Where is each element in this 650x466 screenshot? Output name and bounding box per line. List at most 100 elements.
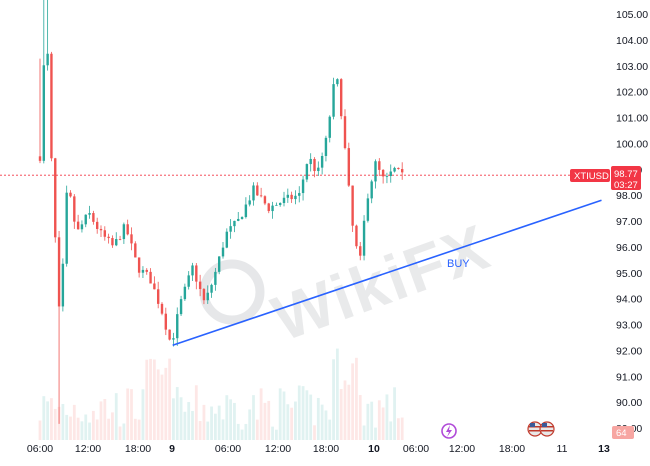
candle-body	[317, 167, 320, 172]
candle-body	[324, 137, 328, 156]
candle-body	[88, 213, 91, 215]
candle-body	[183, 286, 187, 300]
volume-bar	[263, 402, 267, 440]
us-flag-event-icon[interactable]	[527, 421, 543, 437]
volume-bar	[69, 416, 72, 440]
countdown-label: 03:27	[614, 180, 638, 191]
us-flag-event-icon-2[interactable]	[539, 421, 555, 437]
volume-bar	[385, 394, 389, 440]
lightning-event-icon[interactable]	[441, 423, 457, 439]
volume-bar	[282, 391, 286, 440]
candle-body	[244, 204, 248, 218]
price-tick-label: 91.00	[616, 371, 642, 383]
candle-body	[233, 220, 236, 227]
candle-body	[99, 228, 103, 231]
price-tick-label: 92.00	[616, 345, 642, 357]
candle-body	[225, 231, 229, 248]
volume-bar	[206, 421, 210, 440]
volume-bar	[271, 426, 274, 440]
volume-bar	[374, 427, 377, 440]
price-badge	[611, 166, 641, 190]
price-tick-label: 95.00	[616, 268, 642, 280]
volume-bar	[198, 421, 202, 440]
candle-body	[305, 164, 309, 180]
candle-body	[145, 269, 148, 272]
volume-bar	[225, 395, 229, 440]
candle-body	[320, 155, 324, 168]
candle-body	[378, 161, 381, 170]
volume-bar	[244, 423, 248, 440]
time-tick-label: 18:00	[125, 443, 151, 455]
candle-body	[130, 234, 133, 244]
candle-body	[164, 313, 168, 330]
time-tick-label: 06:00	[27, 443, 53, 455]
volume-bar	[107, 418, 111, 440]
candle-body	[282, 197, 286, 204]
candle-body	[309, 158, 312, 165]
candle-body	[263, 196, 267, 204]
candle-body	[290, 194, 293, 200]
time-tick-label: 11	[557, 443, 568, 455]
candle-body	[73, 196, 76, 222]
candle-body	[328, 116, 331, 138]
volume-bar	[42, 396, 46, 440]
candle-body	[172, 338, 175, 340]
candle-body	[42, 65, 46, 161]
time-tick-label: 18:00	[313, 443, 339, 455]
watermark-logo: WikiFX	[199, 210, 499, 355]
candle-body	[248, 200, 251, 205]
candle-body	[195, 265, 198, 282]
price-tick-label: 103.00	[616, 61, 648, 73]
volume-scale-badge: 64	[612, 426, 634, 439]
candle-body	[156, 289, 160, 304]
candle-body	[50, 53, 53, 159]
volume-bar	[362, 425, 366, 440]
volume-bar	[91, 410, 95, 440]
candle-body	[115, 239, 118, 246]
candle-body	[278, 203, 282, 205]
candle-body	[206, 292, 209, 301]
price-tick-label: 97.00	[616, 216, 642, 228]
candle-body	[111, 238, 114, 246]
volume-bar	[164, 367, 168, 440]
volume-bar	[65, 414, 69, 440]
volume-bar	[294, 401, 297, 440]
time-tick-label: 12:00	[265, 443, 291, 455]
volume-bar	[328, 419, 332, 440]
volume-bar	[252, 395, 255, 440]
volume-bar	[217, 405, 221, 440]
candle-body	[400, 169, 404, 173]
volume-bar	[400, 417, 404, 440]
candle-body	[217, 256, 221, 272]
candle-body	[95, 221, 99, 229]
volume-bar	[187, 402, 191, 440]
candle-body	[107, 236, 110, 239]
time-tick-label: 9	[169, 443, 175, 455]
time-tick-label: 13	[598, 443, 610, 455]
candle-body	[191, 265, 194, 276]
candle-body	[385, 176, 389, 177]
volume-bar	[316, 397, 320, 440]
volume-bar	[339, 389, 343, 440]
candle-body	[252, 185, 255, 201]
candle-body	[153, 283, 156, 290]
volume-bar	[320, 404, 324, 440]
trend-line[interactable]	[172, 199, 602, 346]
volume-bar	[61, 404, 65, 440]
candle-body	[134, 243, 137, 258]
volume-bar	[84, 414, 88, 440]
volume-bar	[141, 389, 145, 440]
candle-body	[259, 195, 263, 197]
watermark-text-top: WikiFX	[263, 210, 499, 355]
candle-body	[118, 239, 122, 240]
volume-bar	[130, 389, 133, 440]
candle-body	[389, 171, 392, 177]
volume-bar	[286, 404, 290, 440]
candle-body	[301, 179, 305, 194]
candle-body	[313, 158, 316, 172]
volume-bar	[370, 401, 374, 440]
candle-body	[202, 289, 206, 301]
candle-body	[176, 314, 179, 339]
volume-bar	[175, 387, 179, 440]
